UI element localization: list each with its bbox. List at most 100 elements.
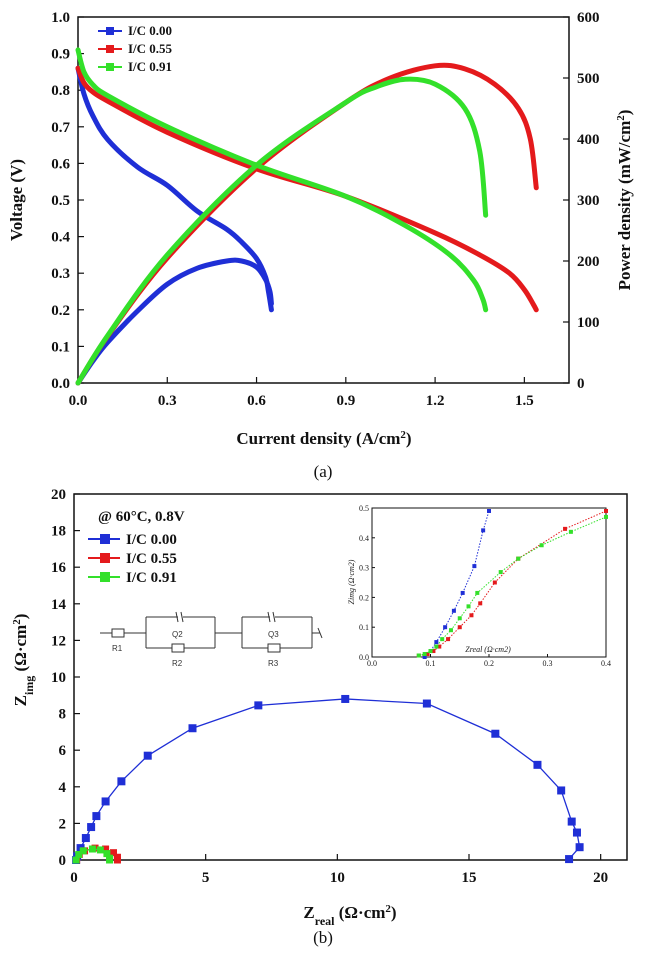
inset-point (481, 528, 486, 533)
y-tick-label-a: 0.7 (51, 120, 70, 136)
nyquist-point (143, 751, 152, 760)
y-tick-label-b: 20 (51, 487, 66, 503)
x-tick-label-a: 0.6 (247, 393, 266, 409)
nyquist-point (79, 847, 87, 855)
x-tick-label-a: 1.5 (515, 393, 534, 409)
y-tick-label-b: 2 (59, 816, 67, 832)
cpe-q3 (267, 611, 276, 623)
y-tick-label-a: 0.8 (51, 83, 70, 99)
legend-label-b: I/C 0.00 (126, 532, 177, 548)
inset-point (443, 625, 448, 630)
legend-marker-a (106, 63, 114, 71)
inset-point (516, 556, 521, 561)
inset-point (487, 508, 491, 513)
inset-y-tick-label: 0.0 (359, 653, 369, 662)
inset-point (422, 652, 427, 657)
y-tick-label-b: 18 (51, 524, 66, 540)
legend-label-a: I/C 0.00 (128, 23, 172, 38)
circuit-wire (317, 627, 323, 639)
x-tick-label-a: 0.9 (336, 393, 355, 409)
inset-point (466, 604, 471, 609)
x-tick-label-b: 0 (70, 870, 78, 886)
x-axis-label-b: Zreal (Ω·cm2) (303, 903, 396, 928)
nyquist-point (565, 855, 574, 864)
x-tick-label-b: 20 (593, 870, 608, 886)
circuit-label-r1: R1 (112, 644, 123, 653)
inset-point (446, 637, 451, 642)
inset-line (418, 516, 607, 656)
inset-y-tick-label: 0.3 (359, 564, 369, 573)
inset-point (563, 526, 568, 531)
inset-point (492, 580, 497, 585)
y-tick-label-b: 4 (59, 780, 67, 796)
polarization-curve (75, 65, 274, 313)
resistor-r2 (171, 643, 185, 653)
y2-tick-label-a: 600 (577, 10, 600, 26)
nyquist-point (113, 856, 121, 864)
inset-x-tick-label: 0.4 (601, 659, 611, 668)
y-tick-label-a: 0.4 (51, 230, 70, 246)
legend-label-a: I/C 0.91 (128, 59, 172, 74)
y-tick-label-b: 8 (59, 707, 67, 723)
y-tick-label-b: 16 (51, 560, 67, 576)
circuit-label-r2: R2 (172, 659, 183, 668)
nyquist-point (188, 724, 197, 733)
inset-point (448, 628, 453, 633)
equivalent-circuit: R1 Q2 R2 Q3 R3 (100, 611, 323, 668)
inset-y-tick-label: 0.2 (359, 593, 369, 602)
nyquist-point (254, 701, 263, 710)
legend-label-a: I/C 0.55 (128, 41, 173, 56)
y-tick-label-a: 1.0 (51, 10, 70, 26)
inset-point (428, 649, 433, 654)
nyquist-point (533, 760, 542, 769)
x-tick-label-a: 1.2 (426, 393, 445, 409)
y-axis-label-b: Zimg (Ω·cm2) (11, 614, 36, 707)
nyquist-point (81, 834, 90, 843)
nyquist-point (491, 729, 500, 738)
power-curve (75, 257, 274, 386)
y-tick-label-a: 0.6 (51, 156, 70, 172)
inset-point (498, 570, 503, 575)
y-tick-label-a: 0.5 (51, 193, 70, 209)
nyquist-point (117, 777, 126, 786)
circuit-label-q2: Q2 (172, 630, 183, 639)
circuit-label-r3: R3 (268, 659, 279, 668)
x-tick-label-b: 5 (202, 870, 210, 886)
y-tick-label-b: 12 (51, 633, 66, 649)
y-tick-label-b: 6 (59, 743, 67, 759)
polarization-curve (75, 47, 489, 313)
inset-point (568, 529, 573, 534)
legend-label-b: I/C 0.55 (126, 551, 177, 567)
x-axis-label-a: Current density (A/cm2) (236, 429, 411, 448)
y2-tick-label-a: 0 (577, 376, 585, 392)
y-tick-label-a: 0.3 (51, 266, 70, 282)
resistor-r3 (267, 643, 281, 653)
x-tick-label-b: 10 (330, 870, 345, 886)
nyquist-point (101, 797, 110, 806)
nyquist-point (557, 786, 566, 795)
legend-marker-a (106, 45, 114, 53)
y-axis-label-a: Voltage (V) (7, 159, 26, 241)
x-tick-label-a: 0.3 (158, 393, 177, 409)
inset-point (475, 590, 480, 595)
y-tick-label-b: 0 (59, 853, 67, 869)
y-tick-label-a: 0.2 (51, 303, 70, 319)
inset-point (472, 564, 477, 569)
legend-label-b: I/C 0.91 (126, 570, 177, 586)
inset-point (416, 653, 421, 658)
y2-tick-label-a: 200 (577, 254, 600, 270)
inset-x-tick-label: 0.1 (426, 659, 436, 668)
nyquist-point (102, 845, 110, 853)
nyquist-point (106, 856, 114, 864)
x-tick-label-a: 0.0 (69, 393, 88, 409)
power-curve (75, 76, 489, 386)
y-tick-label-a: 0.9 (51, 47, 70, 63)
nyquist-point (92, 812, 101, 821)
nyquist-point (75, 851, 83, 859)
inset-point (539, 543, 544, 548)
inset-x-tick-label: 0.2 (484, 659, 494, 668)
y2-axis-label-a: Power density (mW/cm2) (615, 110, 634, 291)
y2-tick-label-a: 500 (577, 71, 600, 87)
nyquist-point (422, 699, 431, 708)
